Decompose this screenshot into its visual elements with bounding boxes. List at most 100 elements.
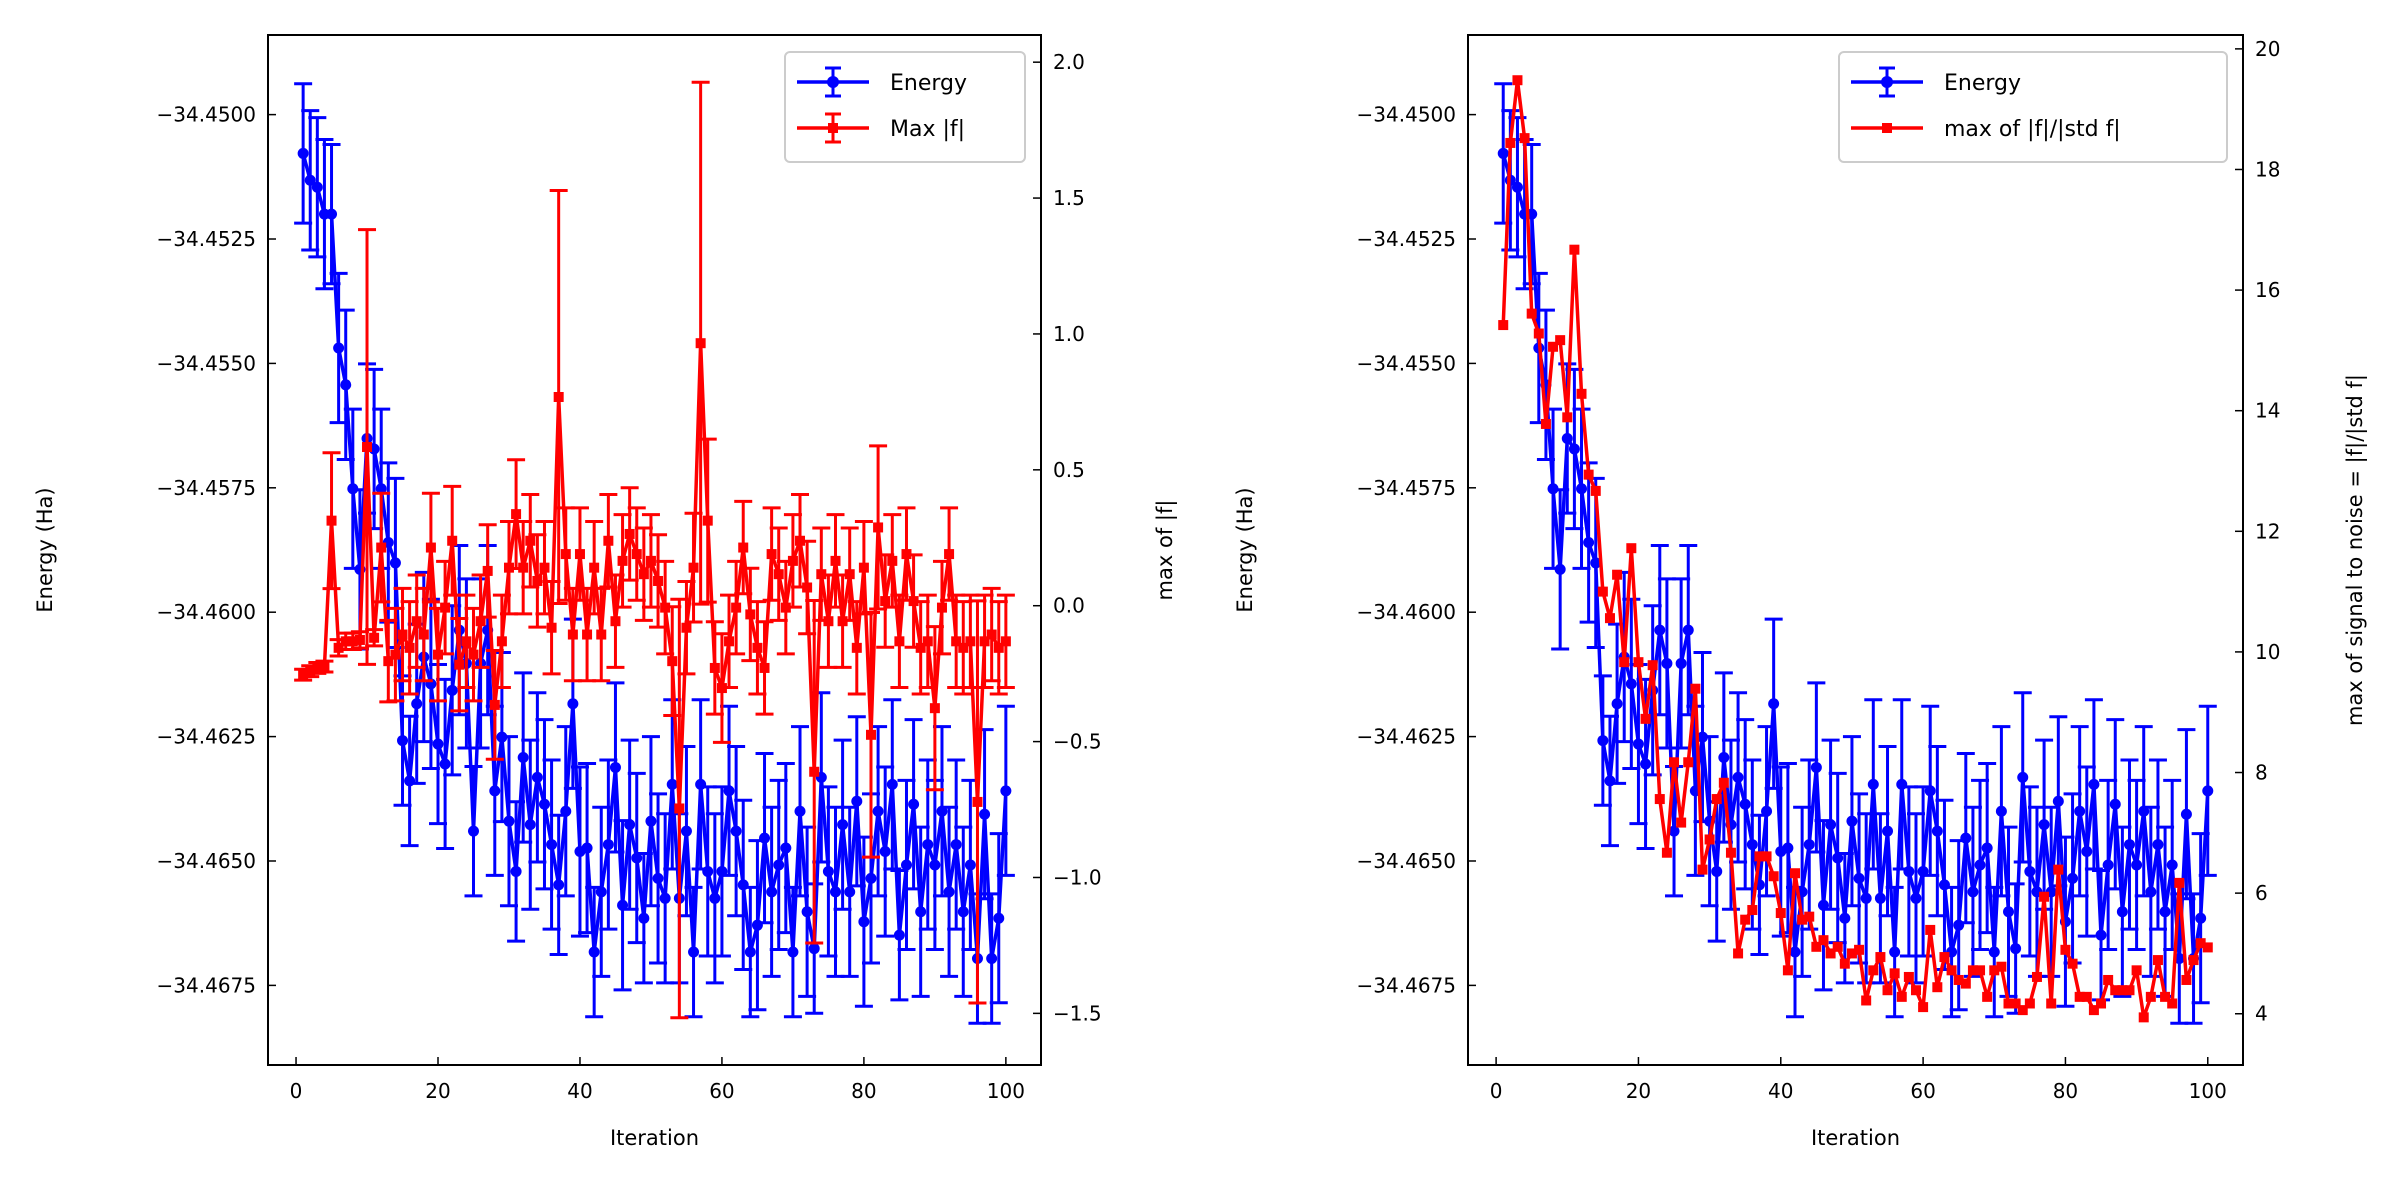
x-tick-label: 20 [1626, 1079, 1651, 1103]
data-point [1704, 834, 1715, 845]
data-point [503, 562, 514, 573]
data-point [397, 735, 409, 747]
data-point [2039, 891, 2050, 902]
data-point [461, 636, 472, 647]
data-point [1967, 886, 1979, 898]
data-point [411, 616, 422, 627]
data-point [1619, 657, 1630, 668]
data-point [787, 946, 799, 958]
data-point [1789, 946, 1801, 958]
data-point [326, 208, 338, 220]
data-point [560, 549, 571, 560]
data-point [802, 582, 813, 593]
y-tick-label: −34.4675 [1357, 973, 1456, 997]
y-right-tick-label: 8 [2255, 761, 2268, 785]
axes-frame [267, 34, 1042, 1066]
data-point [596, 629, 607, 640]
data-point [1846, 948, 1857, 959]
data-point [2052, 795, 2064, 807]
data-point [653, 575, 664, 586]
data-point [1511, 181, 1523, 193]
data-point [574, 549, 585, 560]
data-point [851, 642, 862, 653]
data-point [603, 535, 614, 546]
y-tick-label: −34.4525 [157, 227, 256, 251]
data-point [1632, 738, 1644, 750]
data-point [1953, 919, 1965, 931]
data-point [1612, 569, 1623, 580]
data-point [993, 912, 1005, 924]
data-point [1576, 483, 1588, 495]
data-point [1519, 133, 1530, 144]
left-panel: 0 20 40 60 80 100 −34.4500 −34.4525 −34.4550 −34.… [33, 34, 1178, 1150]
data-point [2109, 798, 2121, 810]
data-point [1548, 341, 1559, 352]
data-point [2202, 785, 2214, 797]
data-point [751, 919, 763, 931]
data-point [724, 636, 735, 647]
data-point [305, 666, 316, 677]
series-force [1498, 75, 2213, 1023]
data-point [1768, 698, 1780, 710]
data-point [944, 549, 955, 560]
data-point [886, 778, 898, 790]
data-point [1803, 839, 1815, 851]
data-point [375, 483, 387, 495]
data-point [1817, 899, 1829, 911]
data-point [1995, 805, 2007, 817]
data-point [376, 542, 387, 553]
y-tick-label: −34.4625 [157, 725, 256, 749]
y-tick-label: −34.4550 [1357, 351, 1456, 375]
data-point [1498, 320, 1509, 331]
y-right-tick-label: 4 [2255, 1002, 2268, 1026]
data-point [1740, 914, 1751, 925]
data-point [1505, 137, 1516, 148]
data-point [546, 839, 558, 851]
data-point [808, 943, 820, 955]
data-point [965, 636, 976, 647]
data-point [773, 859, 785, 871]
data-point [1804, 911, 1815, 922]
data-point [1832, 852, 1844, 864]
series-energy [294, 82, 1015, 1025]
data-point [894, 636, 905, 647]
data-point [1597, 735, 1609, 747]
data-point [744, 946, 756, 958]
data-point [1746, 839, 1758, 851]
data-point [1825, 819, 1837, 831]
data-point [2074, 805, 2086, 817]
data-point [680, 825, 692, 837]
data-point [766, 886, 778, 898]
data-point [2159, 906, 2171, 918]
data-point [1967, 965, 1978, 976]
data-point [737, 879, 749, 891]
data-point [567, 698, 579, 710]
data-point [1675, 657, 1687, 669]
data-point [1696, 731, 1708, 743]
data-point [2123, 839, 2135, 851]
legend-marker [1881, 76, 1893, 88]
data-point [1583, 469, 1594, 480]
data-point [454, 659, 465, 670]
data-point [759, 662, 770, 673]
data-point [1889, 946, 1901, 958]
y-tick-label: −34.4500 [1357, 103, 1456, 127]
data-point [1661, 657, 1673, 669]
data-point [1597, 586, 1608, 597]
data-point [525, 535, 536, 546]
data-point [489, 699, 500, 710]
data-point [688, 562, 699, 573]
data-point [752, 642, 763, 653]
data-point [1839, 912, 1851, 924]
data-point [1562, 412, 1573, 423]
data-point [2017, 1005, 2028, 1016]
data-point [2138, 805, 2150, 817]
data-point [2074, 991, 2085, 1002]
data-point [531, 771, 543, 783]
data-point [347, 636, 358, 647]
data-point [624, 819, 636, 831]
data-point [617, 555, 628, 566]
data-point [1497, 147, 1509, 159]
data-point [1625, 678, 1637, 690]
